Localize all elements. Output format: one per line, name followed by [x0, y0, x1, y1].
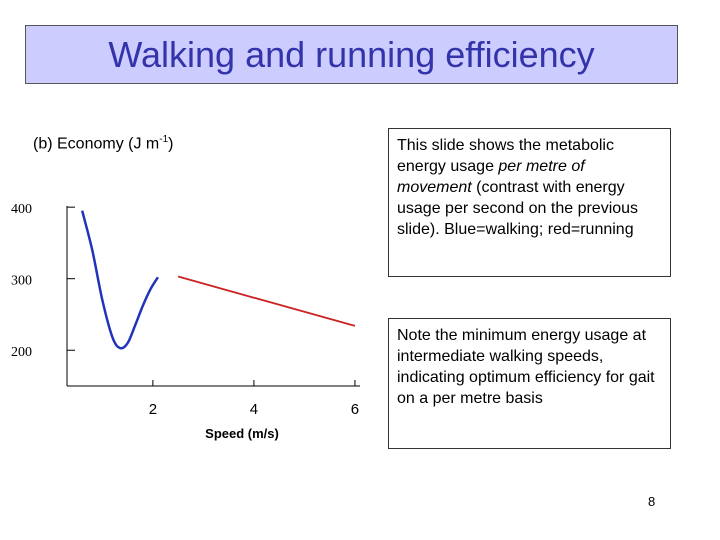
subtitle-text: (b) Economy (J m — [33, 135, 160, 153]
chart-subtitle: (b) Economy (J m-1) — [33, 134, 173, 153]
chart-ticks: 200 300 400 2 4 6 — [11, 202, 359, 418]
note1-part1: This slide shows the metabolic energy us… — [397, 137, 614, 175]
x-tick-label: 4 — [250, 401, 258, 418]
y-tick-label: 200 — [11, 345, 32, 360]
walking-series-line — [80, 210, 159, 350]
note-box-1: This slide shows the metabolic energy us… — [388, 128, 671, 277]
title-box: Walking and running efficiency — [25, 25, 678, 84]
chart-series — [80, 210, 356, 350]
page-number: 8 — [648, 494, 656, 509]
x-axis-label: Speed (m/s) — [205, 426, 279, 441]
running-series-line — [177, 275, 356, 327]
y-tick-label: 400 — [11, 202, 32, 217]
economy-chart: 200 300 400 2 4 6 Speed (m/s) — [11, 202, 360, 441]
y-tick-label: 300 — [11, 274, 32, 289]
slide-title: Walking and running efficiency — [108, 33, 595, 75]
note2-text: Note the minimum energy usage at interme… — [397, 327, 655, 407]
subtitle-end: ) — [168, 135, 174, 153]
subtitle-superscript: -1 — [159, 134, 169, 145]
note-box-2: Note the minimum energy usage at interme… — [388, 318, 671, 449]
note1-part2: (contrast with energy usage per second o… — [397, 179, 639, 238]
x-tick-label: 2 — [149, 401, 157, 418]
x-tick-label: 6 — [351, 401, 359, 418]
chart-axes — [66, 206, 360, 387]
note1-italic: per metre of movement — [397, 158, 585, 196]
